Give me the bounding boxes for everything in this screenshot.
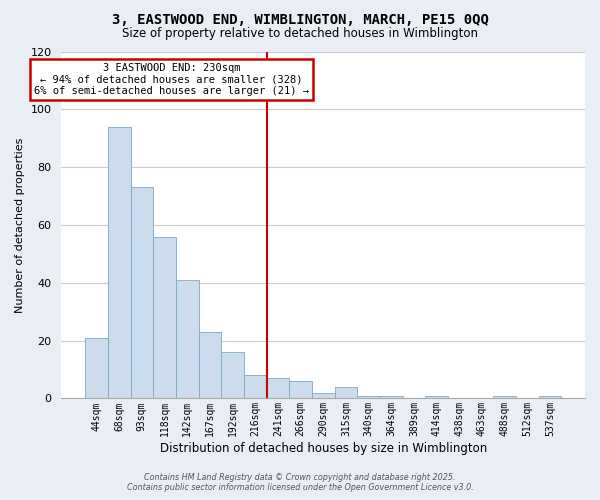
Bar (244, 376, 266, 398)
Bar (221, 352, 244, 399)
Bar (493, 396, 516, 398)
Bar (289, 381, 312, 398)
Bar (425, 396, 448, 398)
Text: Contains HM Land Registry data © Crown copyright and database right 2025.
Contai: Contains HM Land Registry data © Crown c… (127, 473, 473, 492)
Text: Size of property relative to detached houses in Wimblington: Size of property relative to detached ho… (122, 28, 478, 40)
Bar (176, 280, 199, 398)
Bar (357, 396, 380, 398)
Bar (199, 332, 221, 398)
Bar (153, 236, 176, 398)
Text: 3 EASTWOOD END: 230sqm
← 94% of detached houses are smaller (328)
6% of semi-det: 3 EASTWOOD END: 230sqm ← 94% of detached… (34, 63, 309, 96)
Bar (266, 378, 289, 398)
Bar (335, 387, 357, 398)
Bar (85, 338, 108, 398)
Bar (539, 396, 561, 398)
Bar (131, 188, 153, 398)
Bar (380, 396, 403, 398)
Text: 3, EASTWOOD END, WIMBLINGTON, MARCH, PE15 0QQ: 3, EASTWOOD END, WIMBLINGTON, MARCH, PE1… (112, 12, 488, 26)
X-axis label: Distribution of detached houses by size in Wimblington: Distribution of detached houses by size … (160, 442, 487, 455)
Bar (312, 392, 335, 398)
Bar (108, 126, 131, 398)
Y-axis label: Number of detached properties: Number of detached properties (15, 138, 25, 312)
